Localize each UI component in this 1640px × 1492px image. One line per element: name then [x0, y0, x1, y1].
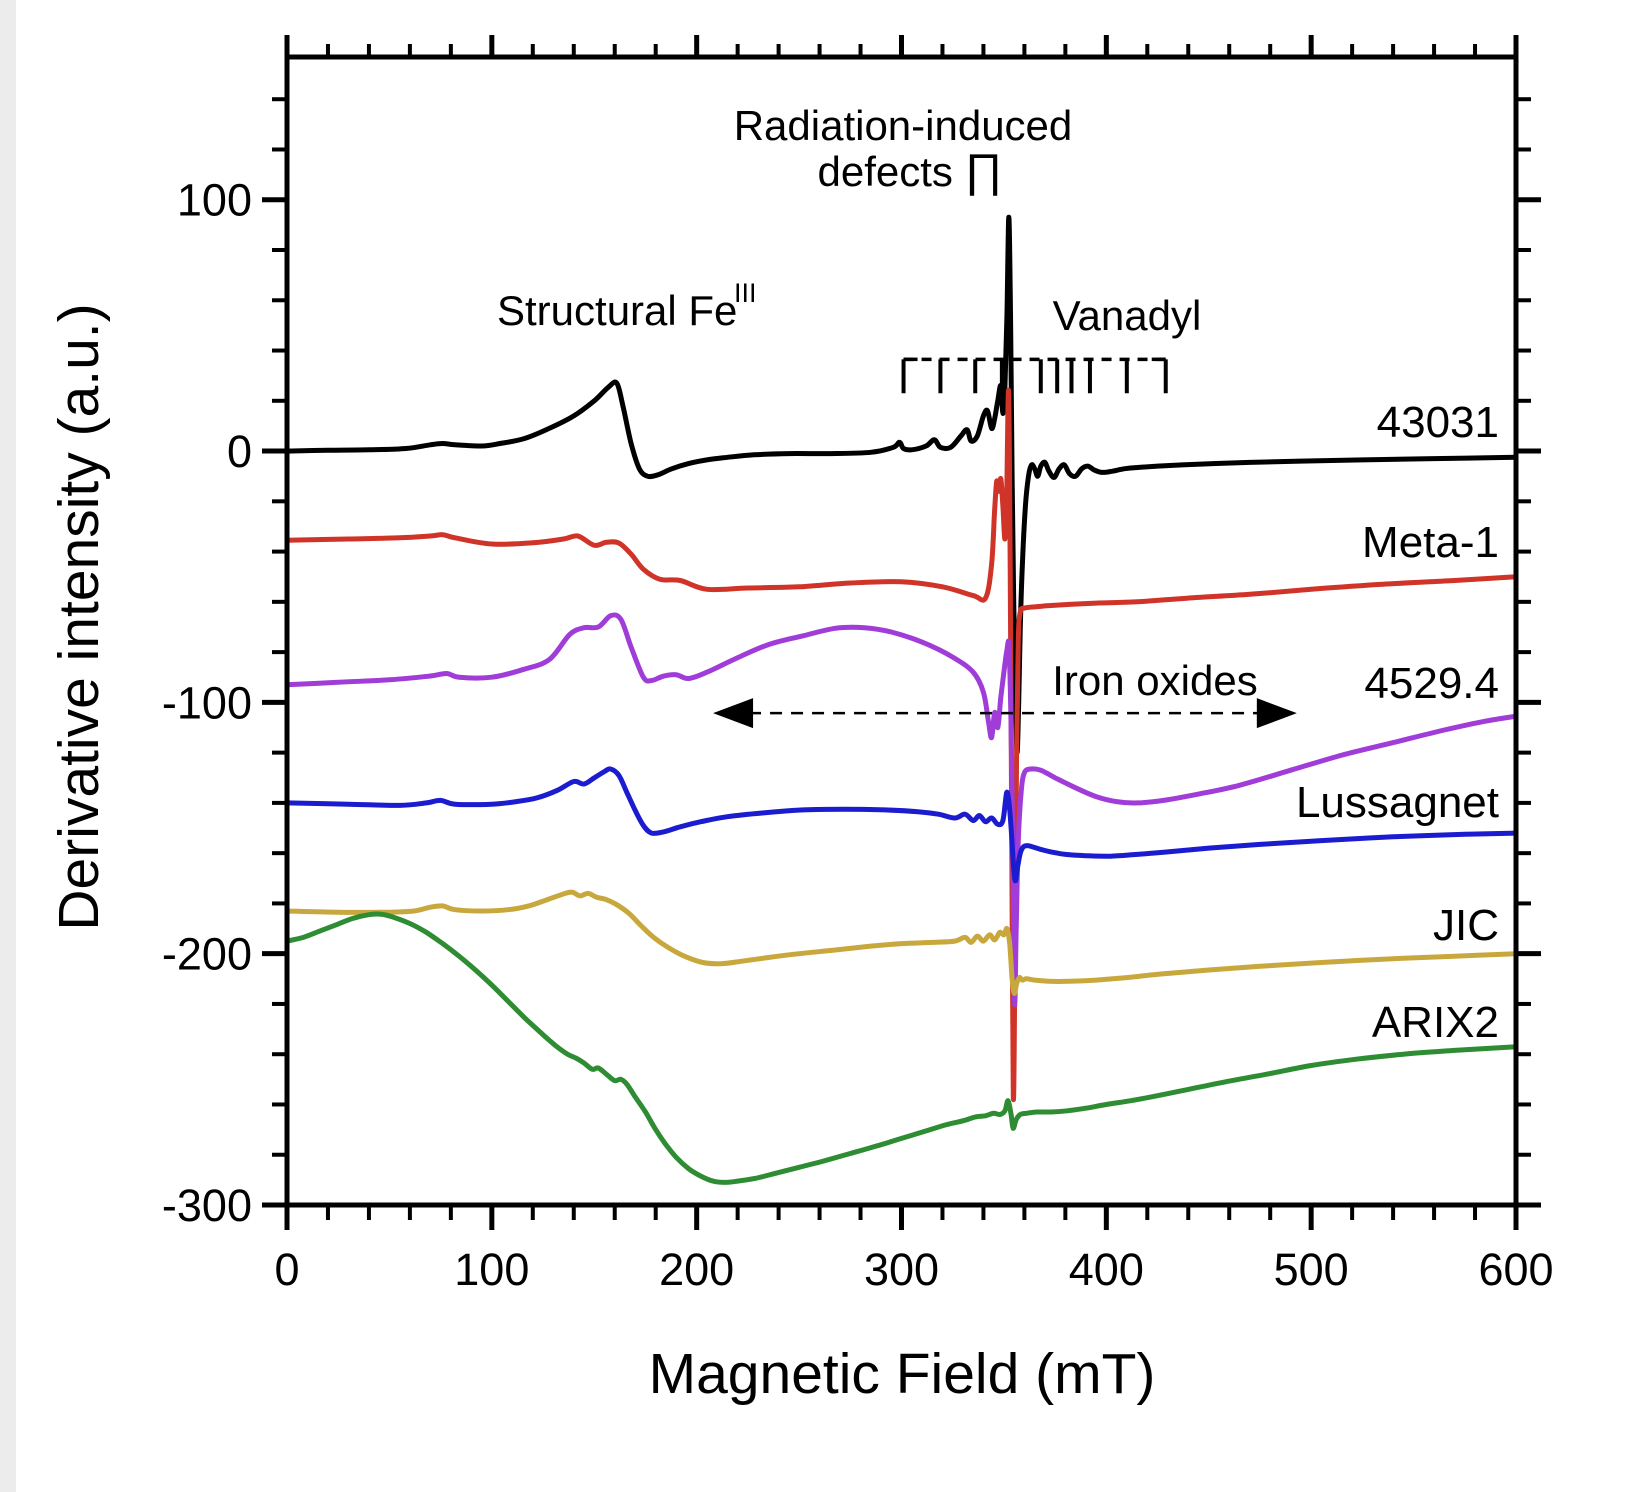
doublet-bracket-symbol: ∏ — [965, 144, 1003, 196]
curve-label-4529-4: 4529.4 — [1364, 659, 1499, 708]
y-tick-label: 0 — [227, 426, 252, 477]
curve-4529.4 — [284, 612, 1519, 1008]
iron-oxides-arrowhead-left — [713, 698, 754, 729]
curve-ARIX2 — [284, 911, 1519, 1185]
structural-fe-label: Structural Fe — [497, 287, 737, 334]
curve-label-jic: JIC — [1433, 901, 1499, 950]
structural-fe-superscript: III — [734, 278, 757, 308]
x-tick-label: 600 — [1478, 1244, 1553, 1295]
x-tick-label: 0 — [274, 1244, 299, 1295]
plot-frame — [284, 54, 1519, 1208]
iron-oxides-arrowhead-right — [1256, 698, 1297, 729]
x-tick-label: 500 — [1274, 1244, 1349, 1295]
x-axis-title: Magnetic Field (mT) — [649, 1342, 1156, 1406]
x-tick-label: 300 — [864, 1244, 939, 1295]
x-tick-label: 200 — [659, 1244, 734, 1295]
x-tick-label: 100 — [454, 1244, 529, 1295]
tick-labels: 0 100 200 300 400 500 600 100 0 -100 -200 -300 — [162, 175, 1554, 1295]
curve-label-arix2: ARIX2 — [1372, 998, 1499, 1047]
curve-label-meta-1: Meta-1 — [1362, 518, 1499, 567]
spectra-curves — [284, 214, 1519, 1185]
y-tick-label: 100 — [177, 175, 252, 226]
radiation-defects-label-line1: Radiation-induced — [734, 102, 1073, 149]
radiation-defects-label-line2: defects ∏ — [818, 144, 1003, 196]
window-edge-strip — [0, 0, 16, 1492]
vanadyl-label: Vanadyl — [1053, 292, 1202, 339]
y-tick-label: -200 — [162, 929, 252, 980]
y-axis-title: Derivative intensity (a.u.) — [47, 303, 111, 930]
curve-Meta-1 — [284, 388, 1519, 1103]
curve-43031 — [284, 214, 1519, 756]
x-tick-label: 400 — [1069, 1244, 1144, 1295]
curve-label-43031: 43031 — [1377, 398, 1499, 447]
curve-Lussagnet — [284, 766, 1519, 884]
annotation-markers — [713, 357, 1297, 729]
curve-JIC — [284, 889, 1519, 996]
iron-oxides-label: Iron oxides — [1052, 657, 1257, 704]
curve-label-lussagnet: Lussagnet — [1296, 778, 1499, 827]
radiation-defects-text: defects — [818, 148, 965, 195]
y-tick-label: -100 — [162, 677, 252, 728]
y-tick-label: -300 — [162, 1180, 252, 1231]
